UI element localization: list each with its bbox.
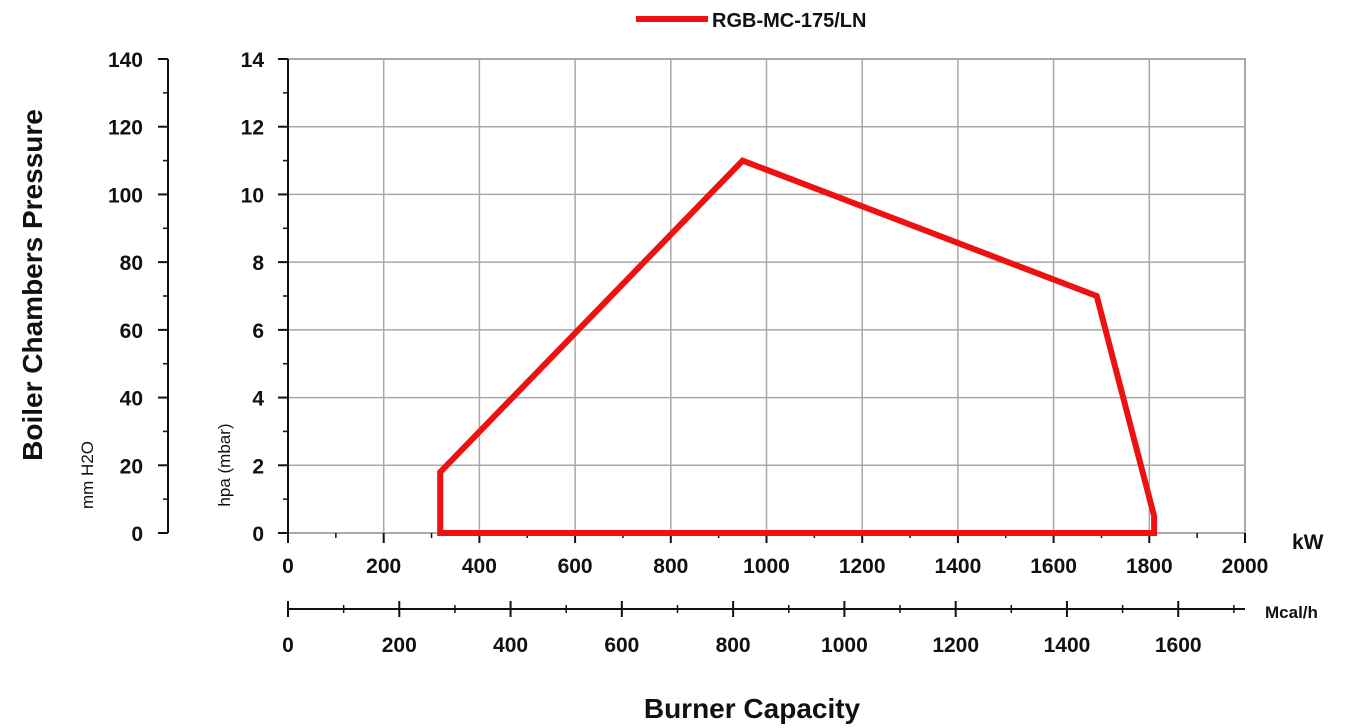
y2-tick-label: 140 [108, 49, 143, 72]
x-tick-label: 800 [653, 555, 688, 578]
x-tick-label: 1400 [935, 555, 982, 578]
series-line [437, 157, 1158, 536]
y2-tick-label: 40 [120, 388, 143, 411]
x-tick-label: 1000 [743, 555, 790, 578]
y2-tick-label: 100 [108, 184, 143, 207]
y2-tick-label: 0 [131, 523, 143, 546]
y-axis-title: Boiler Chambers Pressure [17, 109, 48, 461]
x-tick-label: 600 [558, 555, 593, 578]
labels-layer: RGB-MC-175/LN Boiler Chambers Pressure B… [17, 10, 1324, 724]
x-axis-title: Burner Capacity [644, 693, 861, 724]
y2-tick-label: 60 [120, 320, 143, 343]
y-tick-label: 6 [252, 320, 264, 343]
x2-tick-label: 800 [716, 634, 751, 657]
series-layer [437, 157, 1158, 536]
legend-entry: RGB-MC-175/LN [712, 10, 866, 32]
x2-tick-label: 1200 [932, 634, 979, 657]
x2-tick-label: 600 [604, 634, 639, 657]
y-tick-label: 10 [241, 184, 264, 207]
x2-tick-label: 400 [493, 634, 528, 657]
grid-layer [287, 58, 1246, 534]
x2-tick-label: 1400 [1044, 634, 1091, 657]
x-tick-label: 1200 [839, 555, 886, 578]
x2-tick-label: 0 [282, 634, 294, 657]
y-tick-label: 4 [252, 388, 264, 411]
x-tick-label: 1600 [1030, 555, 1077, 578]
y-tick-label: 2 [252, 455, 264, 478]
y-axis-unit: hpa (mbar) [215, 423, 234, 506]
y-tick-label: 0 [252, 523, 264, 546]
x2-tick-label: 1600 [1155, 634, 1202, 657]
x-tick-label: 0 [282, 555, 294, 578]
y-tick-label: 14 [241, 49, 265, 72]
y2-tick-label: 20 [120, 455, 143, 478]
x2-tick-label: 1000 [821, 634, 868, 657]
x-tick-label: 400 [462, 555, 497, 578]
y2-tick-label: 80 [120, 252, 143, 275]
x-tick-label: 200 [366, 555, 401, 578]
y2-axis-unit: mm H2O [78, 441, 97, 509]
x-tick-label: 1800 [1126, 555, 1173, 578]
x2-axis-unit: Mcal/h [1265, 603, 1318, 622]
x-tick-label: 2000 [1222, 555, 1269, 578]
x2-tick-label: 200 [382, 634, 417, 657]
y2-tick-label: 120 [108, 117, 143, 140]
y-tick-label: 12 [241, 117, 264, 140]
y-tick-label: 8 [252, 252, 264, 275]
x-axis-unit: kW [1292, 531, 1324, 554]
